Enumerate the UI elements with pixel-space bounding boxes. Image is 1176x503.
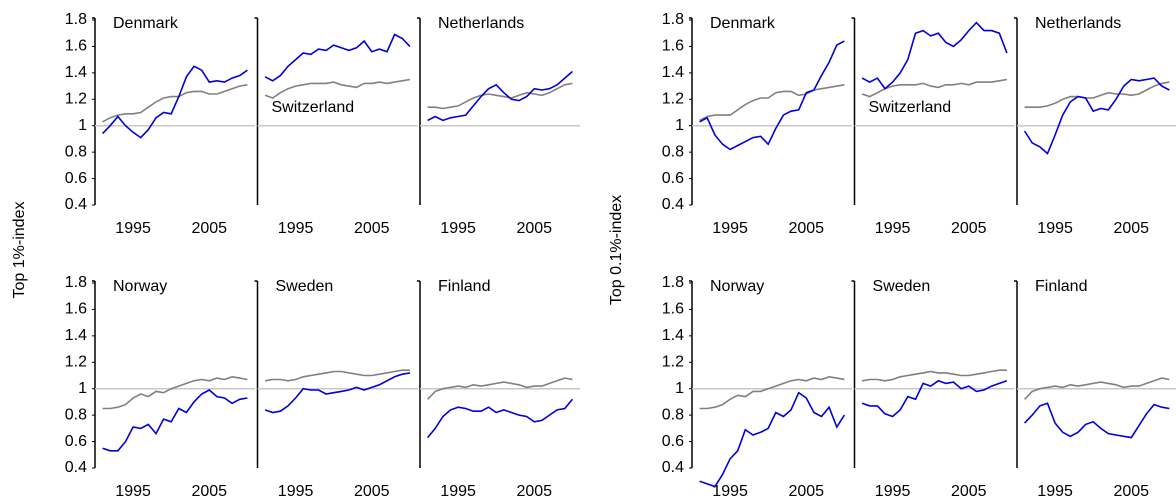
y-tick-label: 1.8 — [662, 11, 684, 28]
y-tick-label: 0.8 — [65, 143, 87, 160]
panel-title: Sweden — [873, 278, 931, 295]
x-tick-label: 1995 — [712, 483, 748, 500]
series-line — [1024, 81, 1170, 108]
y-tick-label: 1 — [78, 380, 87, 397]
x-tick-label: 1995 — [115, 483, 151, 500]
y-tick-label: 1.8 — [65, 11, 87, 28]
series-line — [264, 78, 411, 99]
y-tick-label: 1.2 — [65, 91, 87, 108]
y-tick-label: 1.8 — [65, 274, 87, 291]
panel-title: Finland — [438, 278, 490, 295]
panel-title: Denmark — [113, 15, 179, 32]
series-line — [699, 40, 845, 151]
panel-title: Netherlands — [438, 15, 524, 32]
series-line — [699, 391, 846, 488]
x-tick-label: 2005 — [1113, 220, 1149, 237]
y-tick-label: 1 — [675, 380, 684, 397]
y-tick-label: 0.6 — [65, 170, 87, 187]
x-tick-label: 1995 — [278, 220, 314, 237]
panel-title: Switzerland — [272, 99, 355, 116]
x-tick-label: 2005 — [354, 220, 390, 237]
y-tick-label: 0.6 — [662, 170, 684, 187]
y-tick-label: 1 — [675, 117, 684, 134]
x-tick-label: 1995 — [875, 483, 911, 500]
x-tick-label: 2005 — [951, 483, 987, 500]
y-tick-label: 0.8 — [662, 143, 684, 160]
x-tick-label: 2005 — [951, 220, 987, 237]
y-tick-label: 1.4 — [662, 327, 684, 344]
x-tick-label: 2005 — [788, 220, 824, 237]
series-line — [427, 377, 573, 400]
y-tick-label: 1.4 — [65, 327, 87, 344]
series-line — [861, 369, 1007, 382]
y-tick-label: 1 — [78, 117, 87, 134]
series-line — [426, 398, 574, 439]
y-axis-label: Top 0.1%-index — [608, 195, 625, 305]
panel-title: Norway — [710, 278, 764, 295]
y-tick-label: 0.4 — [65, 459, 87, 476]
y-tick-label: 1.2 — [662, 354, 684, 371]
series-line — [427, 70, 573, 122]
y-axis-label: Top 1%-index — [11, 202, 28, 299]
series-line — [861, 21, 1008, 90]
series-line — [1023, 77, 1170, 155]
x-tick-label: 1995 — [278, 483, 314, 500]
y-tick-label: 0.6 — [662, 433, 684, 450]
panel-title: Norway — [113, 278, 167, 295]
x-tick-label: 2005 — [788, 483, 824, 500]
series-line — [264, 33, 411, 82]
y-tick-label: 1.6 — [662, 301, 684, 318]
series-line — [861, 379, 1008, 418]
y-tick-label: 1.4 — [65, 64, 87, 81]
x-tick-label: 2005 — [516, 483, 552, 500]
x-tick-label: 2005 — [516, 220, 552, 237]
x-tick-label: 1995 — [440, 483, 476, 500]
panel-title: Denmark — [710, 15, 776, 32]
x-tick-label: 1995 — [440, 220, 476, 237]
series-line — [427, 82, 573, 110]
y-tick-label: 1.4 — [662, 64, 684, 81]
panel-title: Finland — [1035, 278, 1087, 295]
y-tick-label: 0.4 — [65, 196, 87, 213]
y-tick-label: 0.8 — [65, 406, 87, 423]
y-tick-label: 1.6 — [662, 38, 684, 55]
y-tick-label: 0.4 — [662, 459, 684, 476]
panel-title: Sweden — [276, 278, 334, 295]
series-line — [699, 84, 845, 122]
x-tick-label: 1995 — [1037, 483, 1073, 500]
series-line — [102, 375, 248, 410]
series-line — [102, 389, 248, 452]
x-tick-label: 2005 — [191, 220, 227, 237]
series-line — [1024, 377, 1170, 400]
x-tick-label: 2005 — [191, 483, 227, 500]
panel-title: Netherlands — [1035, 15, 1121, 32]
y-tick-label: 0.8 — [662, 406, 684, 423]
y-tick-label: 1.6 — [65, 38, 87, 55]
y-tick-label: 0.6 — [65, 433, 87, 450]
x-tick-label: 1995 — [115, 220, 151, 237]
series-line — [102, 65, 248, 139]
y-tick-label: 1.2 — [65, 354, 87, 371]
y-tick-label: 0.4 — [662, 196, 684, 213]
series-line — [264, 372, 411, 414]
x-tick-label: 1995 — [875, 220, 911, 237]
x-tick-label: 1995 — [712, 220, 748, 237]
x-tick-label: 2005 — [354, 483, 390, 500]
y-tick-label: 1.8 — [662, 274, 684, 291]
series-line — [102, 84, 248, 123]
series-line — [264, 369, 410, 382]
x-tick-label: 2005 — [1113, 483, 1149, 500]
y-tick-label: 1.2 — [662, 91, 684, 108]
panel-title: Switzerland — [869, 99, 952, 116]
series-line — [699, 375, 845, 410]
y-tick-label: 1.6 — [65, 301, 87, 318]
x-tick-label: 1995 — [1037, 220, 1073, 237]
series-line — [1024, 402, 1170, 439]
